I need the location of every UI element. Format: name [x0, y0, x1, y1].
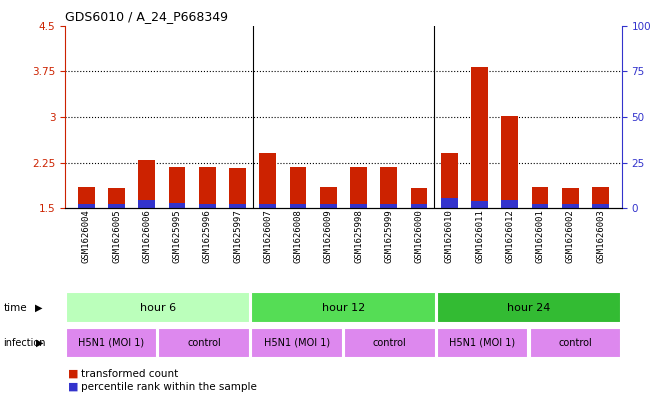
Bar [290, 167, 307, 208]
Bar [411, 204, 427, 208]
Bar [66, 292, 250, 323]
Bar [251, 292, 436, 323]
Bar [320, 204, 337, 208]
Text: GSM1626007: GSM1626007 [263, 210, 272, 263]
Bar [169, 202, 186, 208]
Bar [471, 201, 488, 208]
Bar [66, 328, 158, 358]
Text: GSM1626009: GSM1626009 [324, 210, 333, 263]
Text: GSM1626003: GSM1626003 [596, 210, 605, 263]
Bar [437, 292, 621, 323]
Bar [344, 328, 436, 358]
Bar [471, 67, 488, 208]
Bar [290, 204, 307, 208]
Bar [108, 188, 125, 208]
Text: percentile rank within the sample: percentile rank within the sample [81, 382, 257, 392]
Bar [592, 187, 609, 208]
Text: GSM1626000: GSM1626000 [415, 210, 424, 263]
Text: transformed count: transformed count [81, 369, 178, 379]
Bar [199, 167, 215, 208]
Text: ■: ■ [68, 382, 79, 392]
Bar [199, 204, 215, 208]
Text: GSM1626004: GSM1626004 [82, 210, 90, 263]
Text: H5N1 (MOI 1): H5N1 (MOI 1) [449, 338, 516, 348]
Bar [411, 188, 427, 208]
Text: GSM1625995: GSM1625995 [173, 210, 182, 263]
Text: hour 6: hour 6 [140, 303, 176, 312]
Text: GSM1625996: GSM1625996 [202, 210, 212, 263]
Bar [78, 187, 94, 208]
Bar [229, 168, 246, 208]
Text: GSM1626005: GSM1626005 [112, 210, 121, 263]
Bar [441, 153, 458, 208]
Text: GDS6010 / A_24_P668349: GDS6010 / A_24_P668349 [65, 10, 228, 23]
Text: hour 24: hour 24 [507, 303, 551, 312]
Bar [441, 198, 458, 208]
Bar [350, 167, 367, 208]
Text: GSM1625998: GSM1625998 [354, 210, 363, 263]
Bar [532, 187, 548, 208]
Bar [139, 200, 155, 208]
Text: infection: infection [3, 338, 46, 348]
Bar [562, 204, 579, 208]
Text: GSM1626012: GSM1626012 [505, 210, 514, 263]
Bar [251, 328, 343, 358]
Text: GSM1626008: GSM1626008 [294, 210, 303, 263]
Bar [158, 328, 250, 358]
Bar [532, 204, 548, 208]
Bar [139, 160, 155, 208]
Bar [380, 204, 397, 208]
Text: ▶: ▶ [36, 338, 44, 348]
Bar [260, 204, 276, 208]
Text: control: control [559, 338, 592, 348]
Bar [229, 204, 246, 208]
Bar [380, 167, 397, 208]
Text: H5N1 (MOI 1): H5N1 (MOI 1) [264, 338, 330, 348]
Text: ■: ■ [68, 369, 79, 379]
Text: control: control [187, 338, 221, 348]
Text: GSM1626010: GSM1626010 [445, 210, 454, 263]
Bar [350, 204, 367, 208]
Bar [169, 167, 186, 208]
Text: GSM1625999: GSM1625999 [384, 210, 393, 263]
Bar [501, 200, 518, 208]
Bar [260, 153, 276, 208]
Bar [501, 116, 518, 208]
Bar [592, 204, 609, 208]
Bar [529, 328, 621, 358]
Bar [320, 187, 337, 208]
Text: GSM1626002: GSM1626002 [566, 210, 575, 263]
Bar [562, 188, 579, 208]
Text: time: time [3, 303, 27, 312]
Text: GSM1626011: GSM1626011 [475, 210, 484, 263]
Bar [108, 204, 125, 208]
Text: GSM1625997: GSM1625997 [233, 210, 242, 263]
Text: ▶: ▶ [35, 303, 42, 312]
Text: GSM1626006: GSM1626006 [143, 210, 151, 263]
Text: hour 12: hour 12 [322, 303, 365, 312]
Text: GSM1626001: GSM1626001 [536, 210, 544, 263]
Bar [437, 328, 529, 358]
Bar [78, 204, 94, 208]
Text: control: control [373, 338, 407, 348]
Text: H5N1 (MOI 1): H5N1 (MOI 1) [78, 338, 145, 348]
